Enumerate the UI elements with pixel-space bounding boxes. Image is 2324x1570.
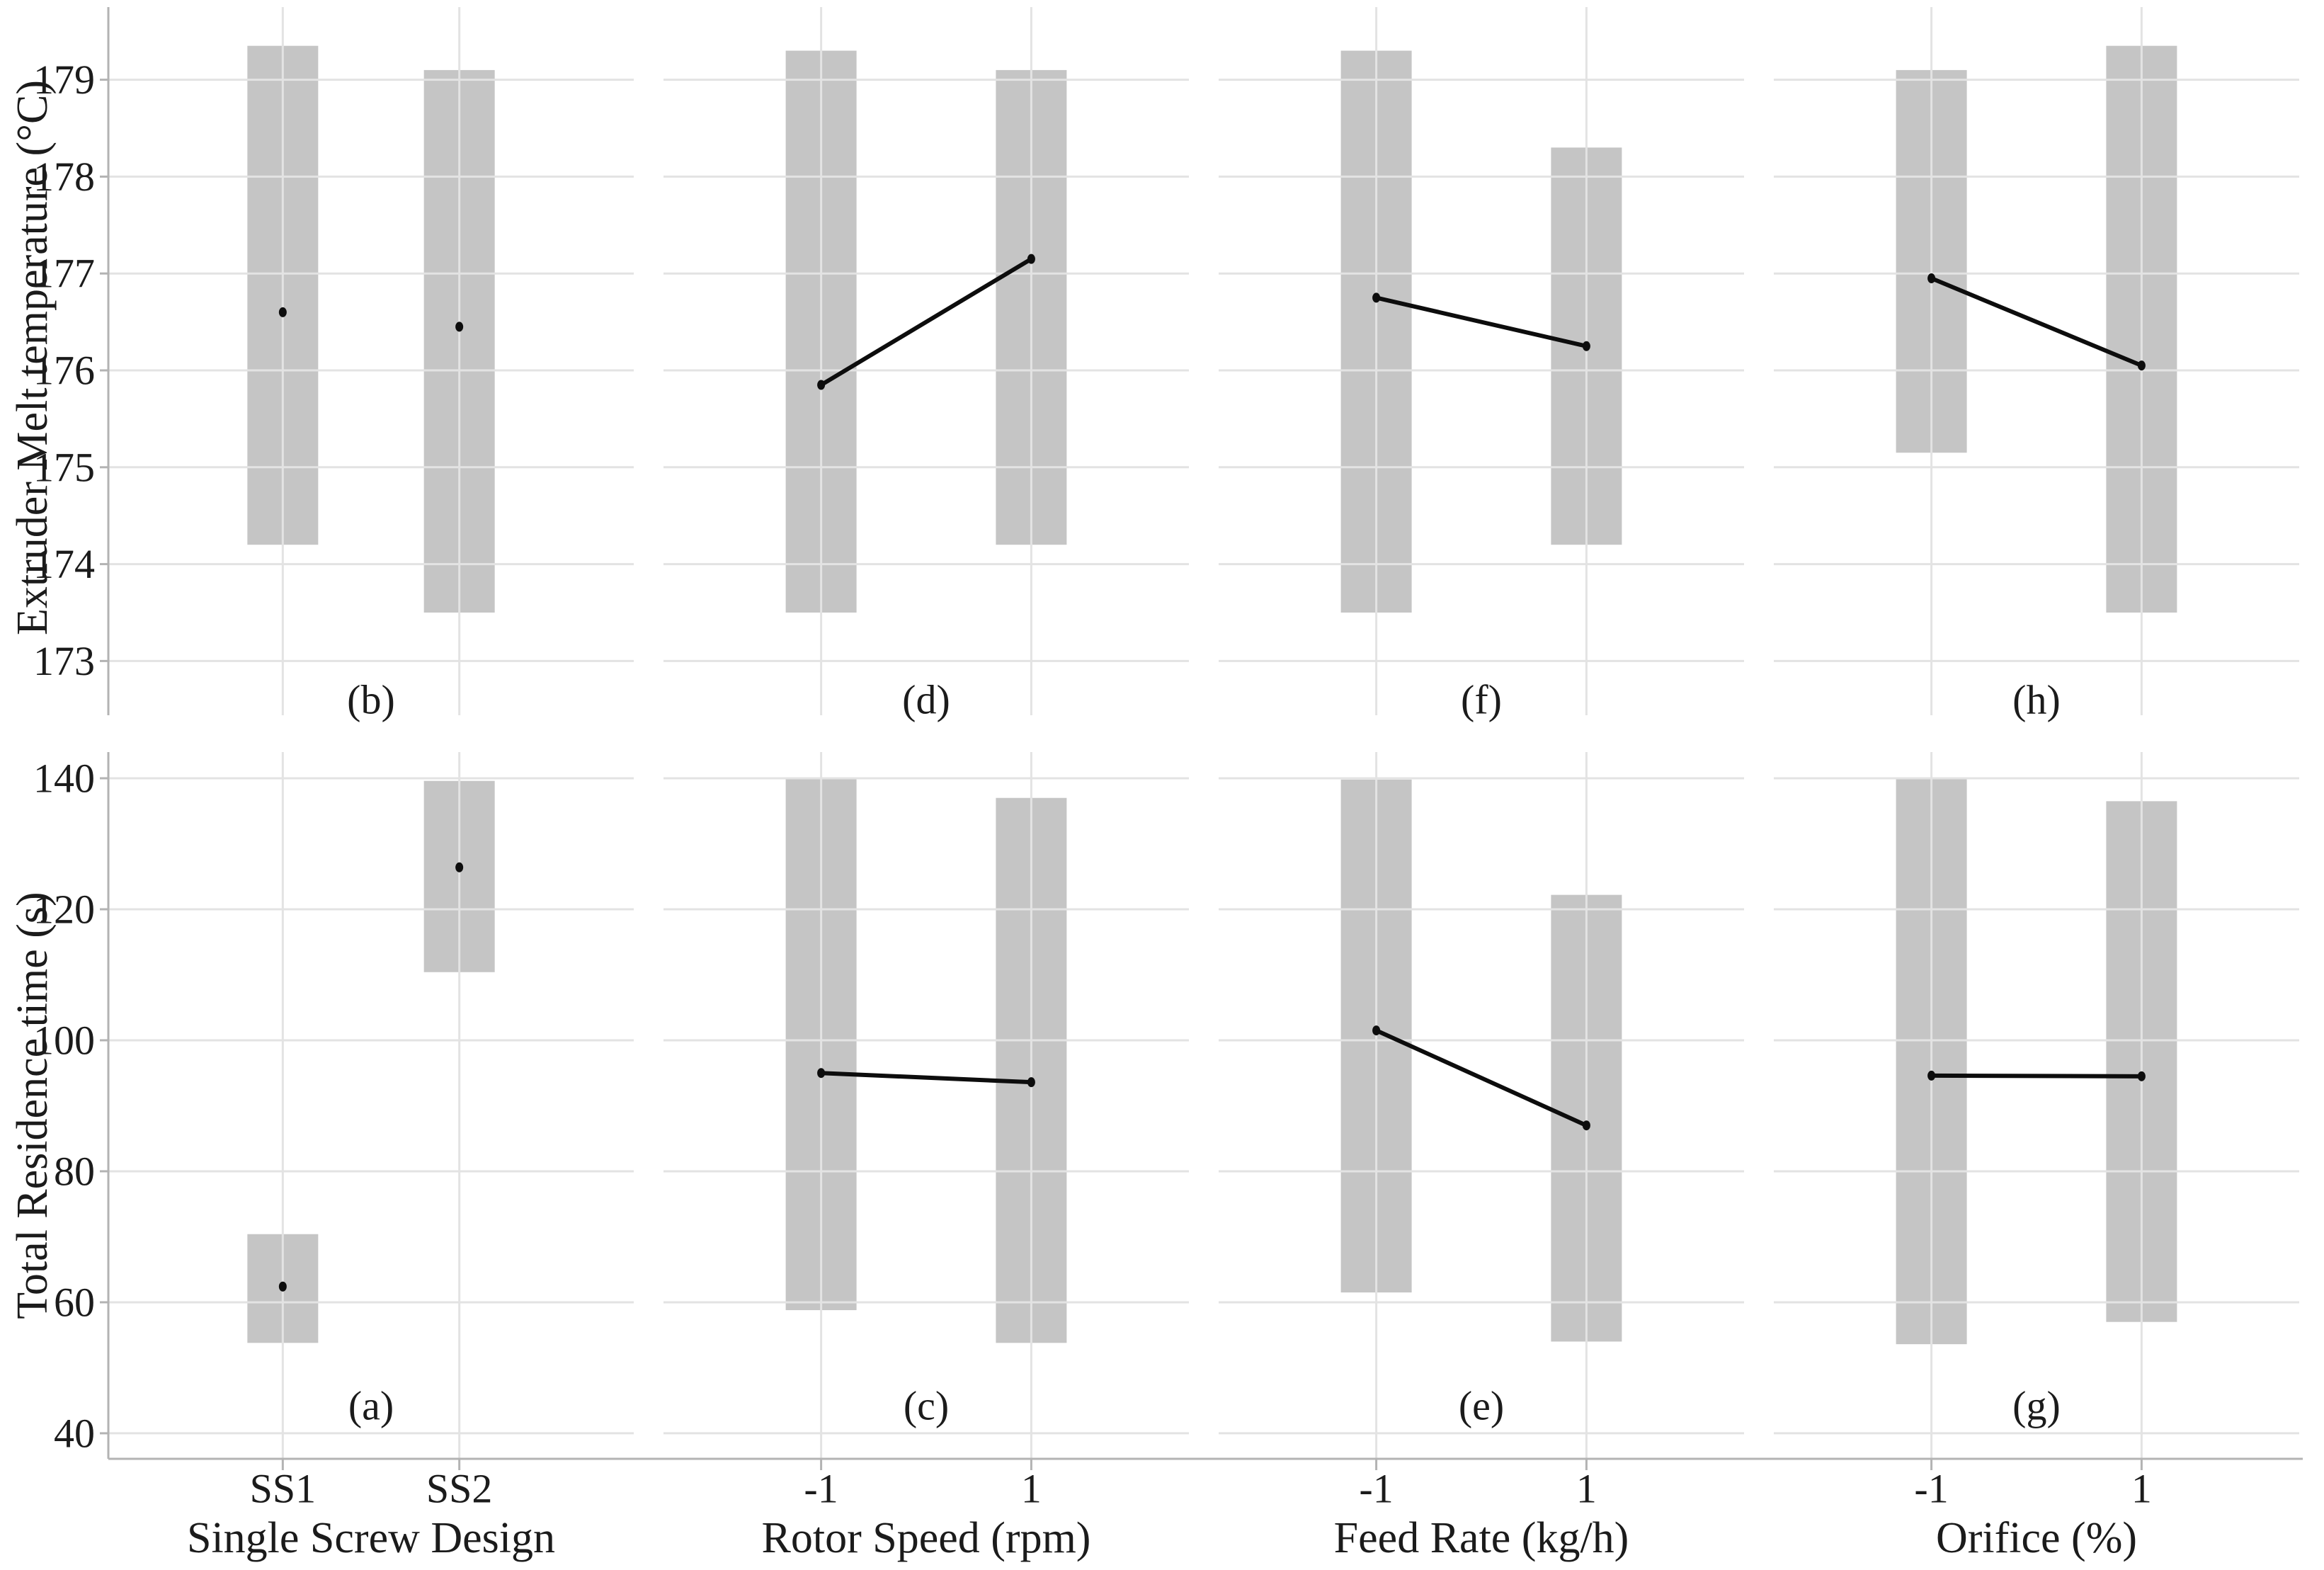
mean-point xyxy=(2137,1071,2146,1081)
x-tick-label: 1 xyxy=(1021,1466,1042,1512)
x-axis-title: Feed Rate (kg/h) xyxy=(1334,1514,1629,1562)
x-tick-label: -1 xyxy=(1914,1466,1948,1512)
mean-line xyxy=(1374,295,1589,348)
y-tick-label: 177 xyxy=(33,251,95,297)
mean-point xyxy=(455,322,464,332)
x-tick-label: -1 xyxy=(1359,1466,1393,1512)
y-tick-label: 100 xyxy=(33,1017,95,1063)
y-axis-title: Total Residence time (s) xyxy=(8,892,57,1319)
mean-point xyxy=(817,1068,826,1079)
mean-point xyxy=(1372,1025,1381,1036)
mean-line xyxy=(819,256,1034,387)
panel-label: (d) xyxy=(902,677,950,723)
panel-label: (f) xyxy=(1461,677,1502,723)
mean-line xyxy=(1929,276,2144,368)
x-axis-title: Single Screw Design xyxy=(187,1514,555,1562)
y-tick-label: 173 xyxy=(33,638,95,684)
mean-line xyxy=(819,1071,1034,1085)
panel-label: (g) xyxy=(2012,1383,2061,1429)
panel-label: (c) xyxy=(904,1383,949,1429)
mean-point xyxy=(1927,1070,1936,1081)
y-tick-label: 80 xyxy=(54,1148,95,1194)
mean-point xyxy=(278,307,287,317)
x-tick-label: 1 xyxy=(2131,1466,2152,1512)
panel-label: (a) xyxy=(348,1383,394,1429)
y-tick-label: 175 xyxy=(33,444,95,490)
panel-label: (h) xyxy=(2012,677,2061,723)
y-tick-label: 174 xyxy=(33,541,95,587)
panel-label: (b) xyxy=(347,677,395,723)
mean-point xyxy=(817,380,826,390)
x-tick-label: 1 xyxy=(1576,1466,1597,1512)
y-tick-label: 178 xyxy=(33,154,95,200)
mean-point xyxy=(1582,341,1590,351)
panel-label: (e) xyxy=(1459,1383,1504,1429)
y-tick-label: 140 xyxy=(33,755,95,801)
mean-point xyxy=(278,1281,287,1292)
x-axis-title: Orifice (%) xyxy=(1936,1514,2137,1562)
mean-point xyxy=(455,862,464,872)
x-tick-label: SS2 xyxy=(426,1466,493,1512)
y-tick-label: 176 xyxy=(33,347,95,393)
mean-point xyxy=(1027,254,1035,264)
mean-point xyxy=(2137,360,2146,371)
mean-line xyxy=(1374,1028,1589,1128)
mean-point xyxy=(1372,292,1381,303)
x-tick-label: -1 xyxy=(804,1466,838,1512)
y-tick-label: 179 xyxy=(33,57,95,103)
mean-point xyxy=(1927,273,1936,284)
y-tick-label: 40 xyxy=(54,1410,95,1456)
x-axis-title: Rotor Speed (rpm) xyxy=(762,1514,1091,1562)
mean-point xyxy=(1582,1120,1590,1131)
mean-point xyxy=(1027,1077,1035,1088)
y-tick-label: 60 xyxy=(54,1279,95,1325)
y-axis-title: Extruder Melt temperature (°C) xyxy=(8,80,57,635)
y-tick-label: 120 xyxy=(33,886,95,932)
x-tick-label: SS1 xyxy=(250,1466,317,1512)
